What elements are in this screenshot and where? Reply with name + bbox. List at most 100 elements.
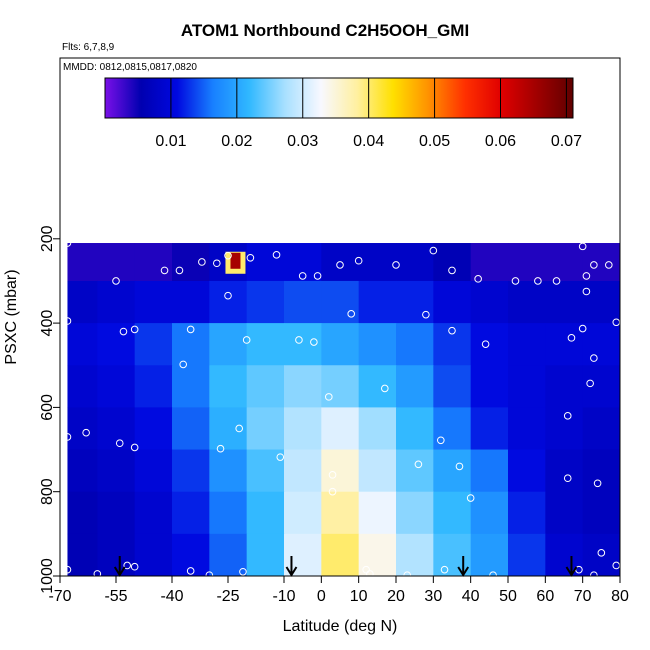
heatmap-cell <box>97 280 136 324</box>
down-arrow-marker <box>565 556 578 577</box>
heatmap-cell <box>545 449 584 493</box>
observation-point <box>586 379 594 388</box>
observation-point <box>295 336 303 344</box>
observation-point <box>448 266 456 275</box>
heatmap-cell <box>284 533 322 576</box>
x-tick-label: 50 <box>499 588 517 605</box>
heatmap-cell <box>67 280 98 324</box>
heatmap-cell <box>284 407 322 451</box>
heatmap-cell <box>470 323 509 366</box>
heatmap-cell <box>433 243 472 282</box>
observation-point <box>186 567 195 575</box>
observation-point <box>578 324 587 333</box>
x-axis-label: Latitude (deg N) <box>283 618 398 635</box>
heatmap-cell <box>358 533 397 576</box>
observation-point <box>590 354 598 362</box>
observation-point <box>534 277 542 285</box>
heatmap-cell <box>433 533 472 576</box>
heatmap-cell <box>97 365 136 408</box>
observation-point <box>590 571 598 576</box>
observation-point <box>179 360 187 369</box>
heatmap-cell <box>321 491 360 535</box>
observation-point <box>563 412 572 420</box>
observation-point <box>130 443 139 452</box>
heatmap-cell <box>396 407 434 451</box>
observation-point <box>313 272 322 280</box>
down-arrow-marker <box>457 556 470 577</box>
heatmap-cell <box>545 243 584 282</box>
observation-point <box>429 246 438 255</box>
observation-point <box>552 277 561 285</box>
heatmap-cell <box>67 533 98 576</box>
heatmap-cell <box>97 491 136 535</box>
observation-point <box>381 384 389 393</box>
heatmap-cell <box>321 365 360 408</box>
heatmap-cell <box>172 491 210 535</box>
colorbar-tick-label: 0.05 <box>419 133 450 150</box>
x-tick-label: -25 <box>216 588 239 605</box>
x-tick-label: 70 <box>574 588 592 605</box>
heatmap-cell <box>67 365 98 408</box>
observation-point <box>130 325 139 334</box>
observation-point <box>198 258 206 266</box>
observation-point <box>336 261 344 269</box>
observation-point <box>119 327 128 336</box>
colorbar-ticks: 0.01 0.02 0.03 0.04 0.05 0.06 0.07 <box>155 78 582 150</box>
heatmap-cell <box>67 449 98 493</box>
heatmap-cell <box>396 243 434 282</box>
observation-point <box>63 317 72 325</box>
flights-label: Flts: 6,7,8,9 <box>62 42 115 53</box>
heatmap-cell <box>209 533 248 576</box>
heatmap-cell <box>321 533 360 576</box>
observation-point <box>403 571 411 576</box>
heatmap-cell <box>134 243 173 282</box>
heatmap-cell <box>582 449 620 493</box>
heatmap-cell <box>67 407 98 451</box>
heatmap-cell <box>358 365 397 408</box>
observation-point <box>437 436 445 445</box>
heatmap-cell <box>172 365 210 408</box>
observation-point <box>597 549 606 557</box>
heatmap-cell <box>321 407 360 451</box>
observation-point <box>593 479 602 488</box>
heatmap-cell <box>470 491 509 535</box>
observation-point <box>474 275 482 283</box>
observation-point <box>112 277 120 285</box>
x-tick-label: -70 <box>48 588 71 605</box>
observation-point <box>186 325 195 334</box>
observation-point <box>205 571 214 576</box>
observation-point <box>213 259 221 268</box>
heatmap-cell <box>545 491 584 535</box>
colorbar-tick-label: 0.07 <box>551 133 582 150</box>
observation-point <box>511 277 520 285</box>
heatmap-cell <box>97 323 136 366</box>
heatmap-cell <box>284 365 322 408</box>
x-tick-label: 40 <box>462 588 480 605</box>
observation-point <box>310 338 318 346</box>
observation-point <box>242 336 251 344</box>
observation-point <box>224 251 232 260</box>
heatmap-cell <box>172 407 210 451</box>
heatmap-cell <box>209 449 248 493</box>
observation-point <box>82 428 90 437</box>
observation-point <box>362 565 370 574</box>
hotspot-core <box>230 252 241 269</box>
heatmap-cell <box>246 280 285 324</box>
chart-title: ATOM1 Northbound C2H5OOH_GMI <box>181 21 469 40</box>
heatmap-cell <box>67 243 98 282</box>
dates-label: MMDD: 0812,0815,0817,0820 <box>63 62 197 73</box>
observation-point <box>175 266 184 275</box>
heatmap-cell <box>134 323 173 366</box>
x-tick-label: 0 <box>317 588 326 605</box>
observation-point <box>489 571 497 576</box>
heatmap-cell <box>209 280 248 324</box>
heatmap-cell <box>246 365 285 408</box>
observation-point <box>246 253 255 262</box>
heatmap-cell <box>134 365 173 408</box>
y-tick-label: 600 <box>39 394 56 421</box>
observation-point <box>605 261 613 269</box>
heatmap-cell <box>396 449 434 493</box>
heatmap-cell <box>545 323 584 366</box>
observation-point <box>115 439 124 448</box>
